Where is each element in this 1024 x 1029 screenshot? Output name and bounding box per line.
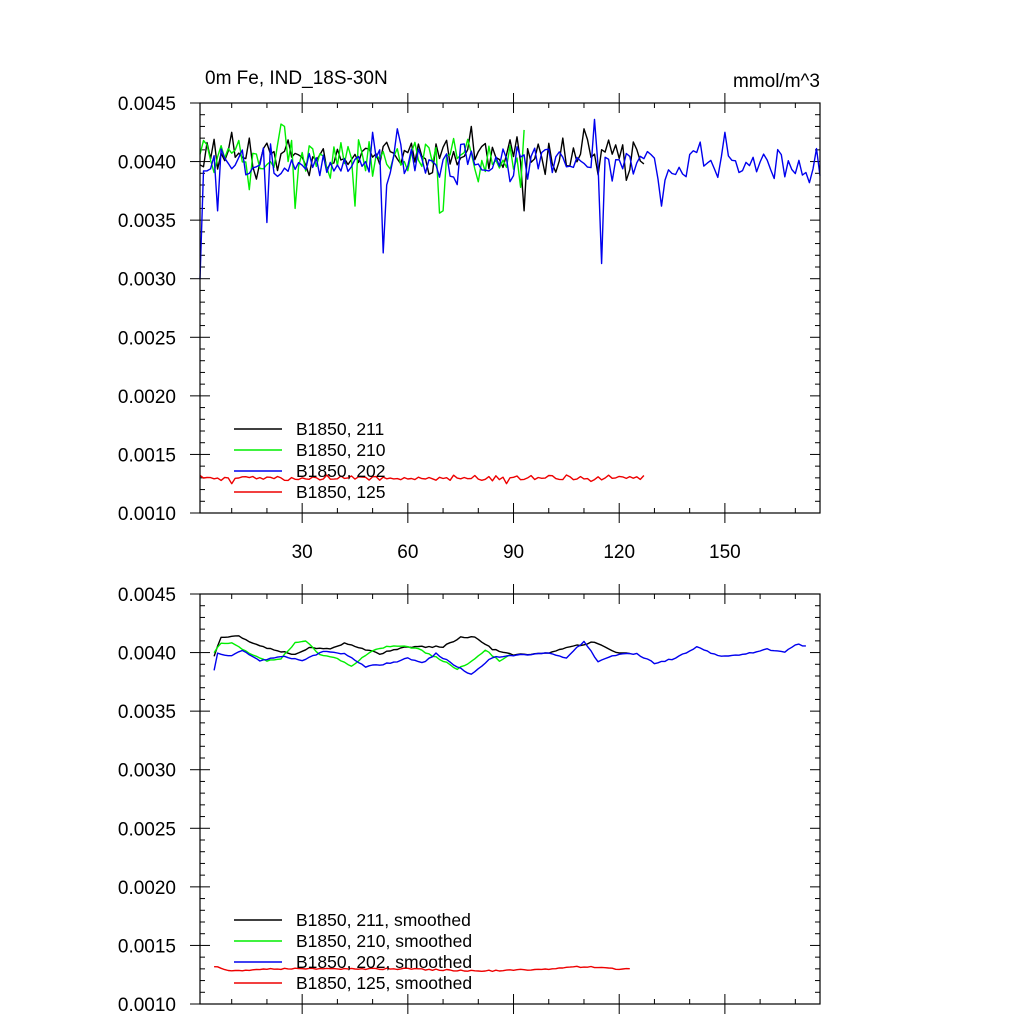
top-plot-frame [199, 102, 821, 514]
series-line-b1850-211-smoothed [213, 635, 630, 657]
series-line-b1850-211 [199, 125, 645, 212]
y-tick-label: 0.0010 [118, 995, 176, 1016]
y-tick-label: 0.0030 [118, 270, 176, 291]
x-tick-label: 120 [603, 542, 635, 563]
y-tick-label: 0.0040 [118, 644, 176, 665]
chart-title: 0m Fe, IND_18S-30N [205, 68, 388, 89]
top-panel: 0m Fe, IND_18S-30N mmol/m^3 0.0010 0.0015… [118, 68, 821, 563]
x-tick-label: 60 [397, 542, 418, 563]
legend-label-b1850-125-smoothed: B1850, 125, smoothed [296, 973, 472, 993]
y-tick-label: 0.0045 [118, 94, 176, 115]
y-tick-label: 0.0020 [118, 387, 176, 408]
y-tick-label: 0.0015 [118, 936, 176, 957]
top-series-lines [199, 118, 821, 485]
top-axes: 0.0010 0.0015 0.0020 0.0025 0.0030 0.0035 0.00… [118, 93, 820, 563]
bottom-series-lines [213, 635, 806, 973]
legend-label-b1850-202: B1850, 202 [296, 461, 386, 481]
legend-label-b1850-202-smoothed: B1850, 202, smoothed [296, 952, 472, 972]
y-tick-label: 0.0030 [118, 761, 176, 782]
legend-label-b1850-210: B1850, 210 [296, 440, 386, 460]
bottom-axes: 0.0010 0.0015 0.0020 0.0025 0.0030 0.0035 0.00… [118, 584, 820, 1016]
chart-units: mmol/m^3 [733, 71, 820, 92]
y-tick-label: 0.0035 [118, 211, 176, 232]
x-tick-label: 90 [503, 542, 524, 563]
legend-label-b1850-211-smoothed: B1850, 211, smoothed [296, 910, 471, 930]
series-line-b1850-202 [199, 118, 821, 279]
bottom-panel: 0.0010 0.0015 0.0020 0.0025 0.0030 0.0035 0.00… [118, 584, 821, 1016]
y-tick-label: 0.0040 [118, 153, 176, 174]
series-line-b1850-210 [199, 123, 525, 214]
legend-label-b1850-125: B1850, 125 [296, 482, 386, 502]
x-tick-label: 30 [292, 542, 313, 563]
legend-label-b1850-210-smoothed: B1850, 210, smoothed [296, 931, 472, 951]
legend-label-b1850-211: B1850, 211 [296, 419, 384, 439]
y-tick-label: 0.0020 [118, 878, 176, 899]
y-tick-label: 0.0045 [118, 585, 176, 606]
y-tick-label: 0.0015 [118, 445, 176, 466]
bottom-plot-frame [199, 593, 821, 1005]
y-tick-label: 0.0025 [118, 819, 176, 840]
y-tick-label: 0.0025 [118, 328, 176, 349]
y-tick-label: 0.0035 [118, 702, 176, 723]
series-line-b1850-125-smoothed [214, 965, 630, 973]
x-tick-label: 150 [709, 542, 741, 563]
y-tick-label: 0.0010 [118, 504, 176, 525]
series-line-b1850-125 [199, 474, 645, 485]
series-line-b1850-202-smoothed [213, 640, 806, 675]
